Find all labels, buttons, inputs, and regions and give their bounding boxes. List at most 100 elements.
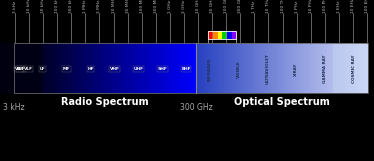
Bar — [301, 43, 303, 93]
Bar — [87, 43, 89, 93]
Bar — [279, 43, 281, 93]
Bar — [134, 43, 136, 93]
Bar — [296, 43, 298, 93]
Bar — [169, 43, 171, 93]
Bar — [63, 43, 65, 93]
Bar — [237, 43, 239, 93]
Bar — [65, 43, 67, 93]
Bar — [230, 43, 233, 93]
Bar — [171, 43, 173, 93]
Bar — [152, 43, 154, 93]
Bar — [356, 43, 358, 93]
Bar — [337, 43, 339, 93]
Bar — [335, 43, 338, 93]
Bar — [339, 43, 341, 93]
Bar — [33, 43, 35, 93]
Bar — [85, 43, 87, 93]
Bar — [268, 43, 270, 93]
Text: 100 THz: 100 THz — [280, 0, 285, 13]
Bar — [320, 43, 322, 93]
Bar — [210, 43, 212, 93]
Text: GAMMA RAY: GAMMA RAY — [323, 55, 327, 83]
Bar — [52, 43, 54, 93]
Bar — [67, 43, 69, 93]
Bar — [28, 43, 30, 93]
Bar — [31, 43, 34, 93]
Bar — [46, 43, 49, 93]
Bar — [220, 43, 222, 93]
Bar — [353, 43, 355, 93]
Bar — [0, 43, 28, 93]
Bar — [351, 43, 353, 93]
Bar — [284, 43, 286, 93]
Bar — [151, 43, 153, 93]
Bar — [363, 43, 365, 93]
Text: VLF: VLF — [15, 67, 24, 71]
Bar — [50, 43, 52, 93]
Bar — [366, 43, 368, 93]
Bar — [218, 43, 221, 93]
Bar — [249, 43, 252, 93]
Bar — [83, 43, 86, 93]
Bar — [333, 43, 368, 93]
Bar — [349, 43, 351, 93]
Bar — [139, 43, 141, 93]
Bar — [260, 43, 262, 93]
Bar — [176, 43, 178, 93]
Text: 1 MHz: 1 MHz — [83, 0, 88, 13]
Bar — [205, 43, 207, 93]
Bar — [206, 43, 209, 93]
Bar — [68, 43, 71, 93]
Bar — [311, 43, 313, 93]
Bar — [246, 43, 248, 93]
Bar — [125, 43, 128, 93]
Text: UHF: UHF — [133, 67, 143, 71]
Bar — [346, 43, 348, 93]
Text: 1 THz: 1 THz — [252, 0, 256, 13]
Bar — [358, 43, 360, 93]
Bar — [196, 43, 198, 93]
Bar — [292, 43, 295, 93]
Bar — [199, 43, 202, 93]
Text: 3 kHz: 3 kHz — [13, 0, 17, 13]
Bar — [115, 43, 117, 93]
Bar — [303, 43, 305, 93]
Bar — [354, 43, 356, 93]
Text: SHF: SHF — [157, 67, 167, 71]
Bar — [241, 43, 243, 93]
Bar — [122, 43, 124, 93]
Bar — [328, 43, 331, 93]
Bar — [48, 43, 50, 93]
Bar — [14, 43, 42, 93]
Bar — [144, 43, 146, 93]
Bar — [327, 43, 329, 93]
Bar — [198, 43, 200, 93]
Bar — [82, 43, 84, 93]
Bar — [79, 43, 80, 93]
Bar — [193, 43, 195, 93]
Text: ULTRAVIOLET: ULTRAVIOLET — [266, 54, 270, 84]
Bar — [131, 43, 133, 93]
Bar — [277, 43, 279, 93]
Bar — [99, 43, 101, 93]
Bar — [248, 43, 250, 93]
Bar — [310, 43, 312, 93]
Bar — [38, 43, 40, 93]
Bar — [127, 43, 129, 93]
Bar — [105, 43, 107, 93]
Bar — [184, 43, 186, 93]
Text: HF: HF — [87, 67, 94, 71]
Text: 3 kHz: 3 kHz — [3, 103, 25, 112]
Bar — [263, 43, 265, 93]
Bar — [242, 43, 245, 93]
Bar — [149, 43, 151, 93]
Bar — [45, 43, 47, 93]
Bar — [80, 43, 82, 93]
Bar — [178, 43, 180, 93]
Bar — [161, 43, 163, 93]
Bar — [236, 43, 238, 93]
Text: 10 GHz: 10 GHz — [196, 0, 200, 13]
Bar — [254, 43, 257, 93]
Text: VISIBLE: VISIBLE — [237, 60, 241, 78]
Bar — [72, 43, 74, 93]
